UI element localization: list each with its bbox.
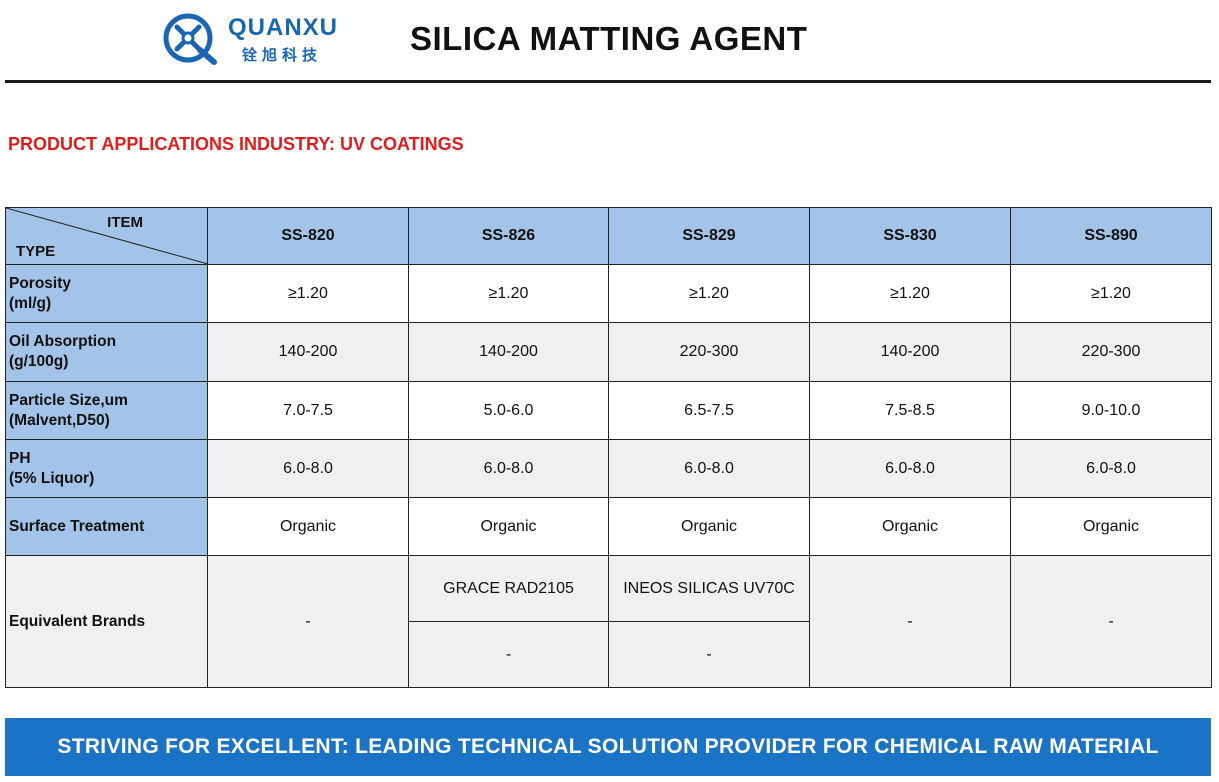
row-label-line1: Particle Size,um <box>9 391 128 409</box>
table-cell: 9.0-10.0 <box>1010 381 1212 440</box>
table-row: Surface Treatment Organic Organic Organi… <box>5 497 1212 556</box>
table-cell: 6.0-8.0 <box>809 439 1011 498</box>
table-cell: - <box>207 555 409 688</box>
table-cell: 5.0-6.0 <box>408 381 609 440</box>
table-cell: ≥1.20 <box>1010 264 1212 323</box>
table-row: Particle Size,um (Malvent,D50) 7.0-7.5 5.… <box>5 381 1212 440</box>
table-header-row: ITEM TYPE SS-820 SS-826 SS-829 SS-830 SS… <box>5 207 1212 265</box>
table-cell: 220-300 <box>1010 322 1212 382</box>
table-cell: 7.5-8.5 <box>809 381 1011 440</box>
table-cell: Organic <box>608 497 810 556</box>
footer-banner: STRIVING FOR EXCELLENT: LEADING TECHNICA… <box>5 718 1211 776</box>
quanxu-logo-icon <box>163 13 217 65</box>
table-row: Porosity (ml/g) ≥1.20 ≥1.20 ≥1.20 ≥1.20 ≥… <box>5 264 1212 323</box>
table-cell: ≥1.20 <box>608 264 810 323</box>
row-label-line1: PH <box>9 449 31 467</box>
table-cell: 6.0-8.0 <box>608 439 810 498</box>
column-header: SS-829 <box>608 207 810 265</box>
table-cell: ≥1.20 <box>408 264 609 323</box>
section-title: PRODUCT APPLICATIONS INDUSTRY: UV COATIN… <box>8 134 464 154</box>
corner-item-label: ITEM <box>107 214 143 231</box>
table-cell: INEOS SILICAS UV70C <box>608 555 810 622</box>
column-header: SS-826 <box>408 207 609 265</box>
table-cell: 220-300 <box>608 322 810 382</box>
row-label-line1: Porosity <box>9 274 72 292</box>
row-label-line1: Oil Absorption <box>9 333 117 350</box>
column-header: SS-820 <box>207 207 409 265</box>
table-cell: ≥1.20 <box>809 264 1011 323</box>
row-label: Porosity (ml/g) <box>5 264 208 323</box>
table-row-equivalent-top: Equivalent Brands - GRACE RAD2105 INEOS … <box>5 555 1212 688</box>
product-spec-table: ITEM TYPE SS-820 SS-826 SS-829 SS-830 SS… <box>5 207 1212 688</box>
page-title: SILICA MATTING AGENT <box>410 20 808 57</box>
brand-name-chinese: 铨旭科技 <box>242 46 323 64</box>
row-label-line2: (ml/g) <box>9 294 52 312</box>
table-cell: Organic <box>1010 497 1212 556</box>
table-cell: 6.0-8.0 <box>1010 439 1212 498</box>
column-header: SS-830 <box>809 207 1011 265</box>
row-label-line2: (g/100g) <box>9 353 69 370</box>
table-cell: GRACE RAD2105 <box>408 555 609 622</box>
table-cell: Organic <box>408 497 609 556</box>
table-cell: - <box>608 621 810 688</box>
table-cell: - <box>408 621 609 688</box>
column-header: SS-890 <box>1010 207 1212 265</box>
row-label-line2: (5% Liquor) <box>9 469 95 487</box>
table-cell: Organic <box>809 497 1011 556</box>
row-label: PH (5% Liquor) <box>5 439 208 498</box>
table-cell: 140-200 <box>408 322 609 382</box>
row-label: Particle Size,um (Malvent,D50) <box>5 381 208 440</box>
table-row: Oil Absorption (g/100g) 140-200 140-200 2… <box>5 322 1212 382</box>
table-cell: 140-200 <box>207 322 409 382</box>
row-label: Equivalent Brands <box>5 555 208 688</box>
table-row: PH (5% Liquor) 6.0-8.0 6.0-8.0 6.0-8.0 6.… <box>5 439 1212 498</box>
table-cell: 7.0-7.5 <box>207 381 409 440</box>
row-label: Surface Treatment <box>5 497 208 556</box>
table-cell: 6.0-8.0 <box>408 439 609 498</box>
table-cell: 140-200 <box>809 322 1011 382</box>
company-logo: QUANXU 铨旭科技 <box>160 8 360 70</box>
table-cell: - <box>1010 555 1212 688</box>
row-label: Oil Absorption (g/100g) <box>5 322 208 382</box>
table-cell: ≥1.20 <box>207 264 409 323</box>
brand-name: QUANXU <box>228 14 339 41</box>
corner-cell: ITEM TYPE <box>5 207 208 265</box>
table-cell: - <box>809 555 1011 688</box>
footer-slogan: STRIVING FOR EXCELLENT: LEADING TECHNICA… <box>57 735 1159 758</box>
table-cell: Organic <box>207 497 409 556</box>
table-row-equivalent-bottom: - - <box>6 621 1212 688</box>
row-label-line2: (Malvent,D50) <box>9 411 110 429</box>
header-divider <box>5 80 1211 83</box>
table-cell: 6.0-8.0 <box>207 439 409 498</box>
diagonal-divider <box>6 208 208 264</box>
corner-type-label: TYPE <box>16 243 56 260</box>
table-cell: 6.5-7.5 <box>608 381 810 440</box>
